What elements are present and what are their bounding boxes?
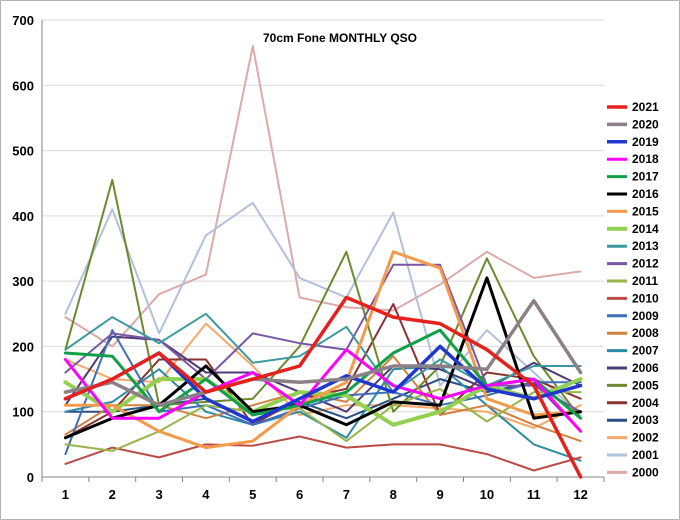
- legend-label-2019: 2019: [632, 135, 659, 149]
- legend-label-2000: 2000: [632, 465, 659, 479]
- legend-label-2007: 2007: [632, 344, 659, 358]
- legend-label-2017: 2017: [632, 170, 659, 184]
- series-line-2015: [63, 250, 583, 450]
- legend-label-2003: 2003: [632, 413, 659, 427]
- legend-label-2012: 2012: [632, 257, 659, 271]
- series-line-2008: [64, 355, 582, 443]
- legend-label-2006: 2006: [632, 361, 659, 375]
- legend-label-2010: 2010: [632, 291, 659, 305]
- x-tick-label: 11: [527, 487, 541, 502]
- series-line-2013: [64, 312, 582, 394]
- series-line-2016: [63, 276, 583, 440]
- series-line-2001: [64, 201, 582, 416]
- series-lines: [63, 45, 583, 479]
- chart-title: 70cm Fone MONTHLY QSO: [263, 31, 417, 45]
- y-tick-label: 700: [12, 13, 34, 28]
- legend-label-2016: 2016: [632, 187, 659, 201]
- y-tick-label: 200: [12, 339, 34, 354]
- y-tick-label: 0: [27, 470, 34, 485]
- legend-label-2004: 2004: [632, 396, 659, 410]
- x-tick-label: 2: [109, 487, 116, 502]
- x-tick-label: 5: [249, 487, 256, 502]
- series-line-2011: [64, 387, 582, 452]
- series-line-2000: [64, 45, 582, 348]
- legend-label-2002: 2002: [632, 431, 659, 445]
- legend-label-2014: 2014: [632, 222, 659, 236]
- series-line-2009: [64, 329, 582, 456]
- y-tick-label: 600: [12, 78, 34, 93]
- legend-label-2021: 2021: [632, 100, 659, 114]
- legend-label-2011: 2011: [632, 274, 658, 288]
- y-tick-label: 500: [12, 144, 34, 159]
- legend: 2021 2020 2019 2018 2017 2016 2015 2014 2013 2012…: [607, 100, 659, 479]
- x-tick-label: 10: [480, 487, 494, 502]
- series-line-2010: [64, 435, 582, 472]
- y-tick-label: 100: [12, 405, 34, 420]
- legend-label-2018: 2018: [632, 152, 659, 166]
- legend-label-2005: 2005: [632, 378, 659, 392]
- series-line-2021: [63, 295, 583, 479]
- legend-label-2009: 2009: [632, 309, 659, 323]
- x-tick-label: 12: [573, 487, 587, 502]
- x-tick-label: 4: [202, 487, 210, 502]
- x-tick-label: 3: [155, 487, 162, 502]
- x-tick-label: 8: [390, 487, 397, 502]
- legend-label-2008: 2008: [632, 326, 659, 340]
- y-tick-label: 400: [12, 209, 34, 224]
- x-tick-label: 9: [436, 487, 443, 502]
- legend-label-2001: 2001: [632, 448, 659, 462]
- x-tick-label: 1: [62, 487, 69, 502]
- series-line-2018: [63, 348, 583, 433]
- series-line-2005: [64, 178, 582, 420]
- legend-label-2013: 2013: [632, 239, 659, 253]
- legend-label-2020: 2020: [632, 117, 659, 131]
- legend-label-2015: 2015: [632, 204, 659, 218]
- y-tick-label: 300: [12, 274, 34, 289]
- x-tick-label: 7: [343, 487, 350, 502]
- x-tick-label: 6: [296, 487, 303, 502]
